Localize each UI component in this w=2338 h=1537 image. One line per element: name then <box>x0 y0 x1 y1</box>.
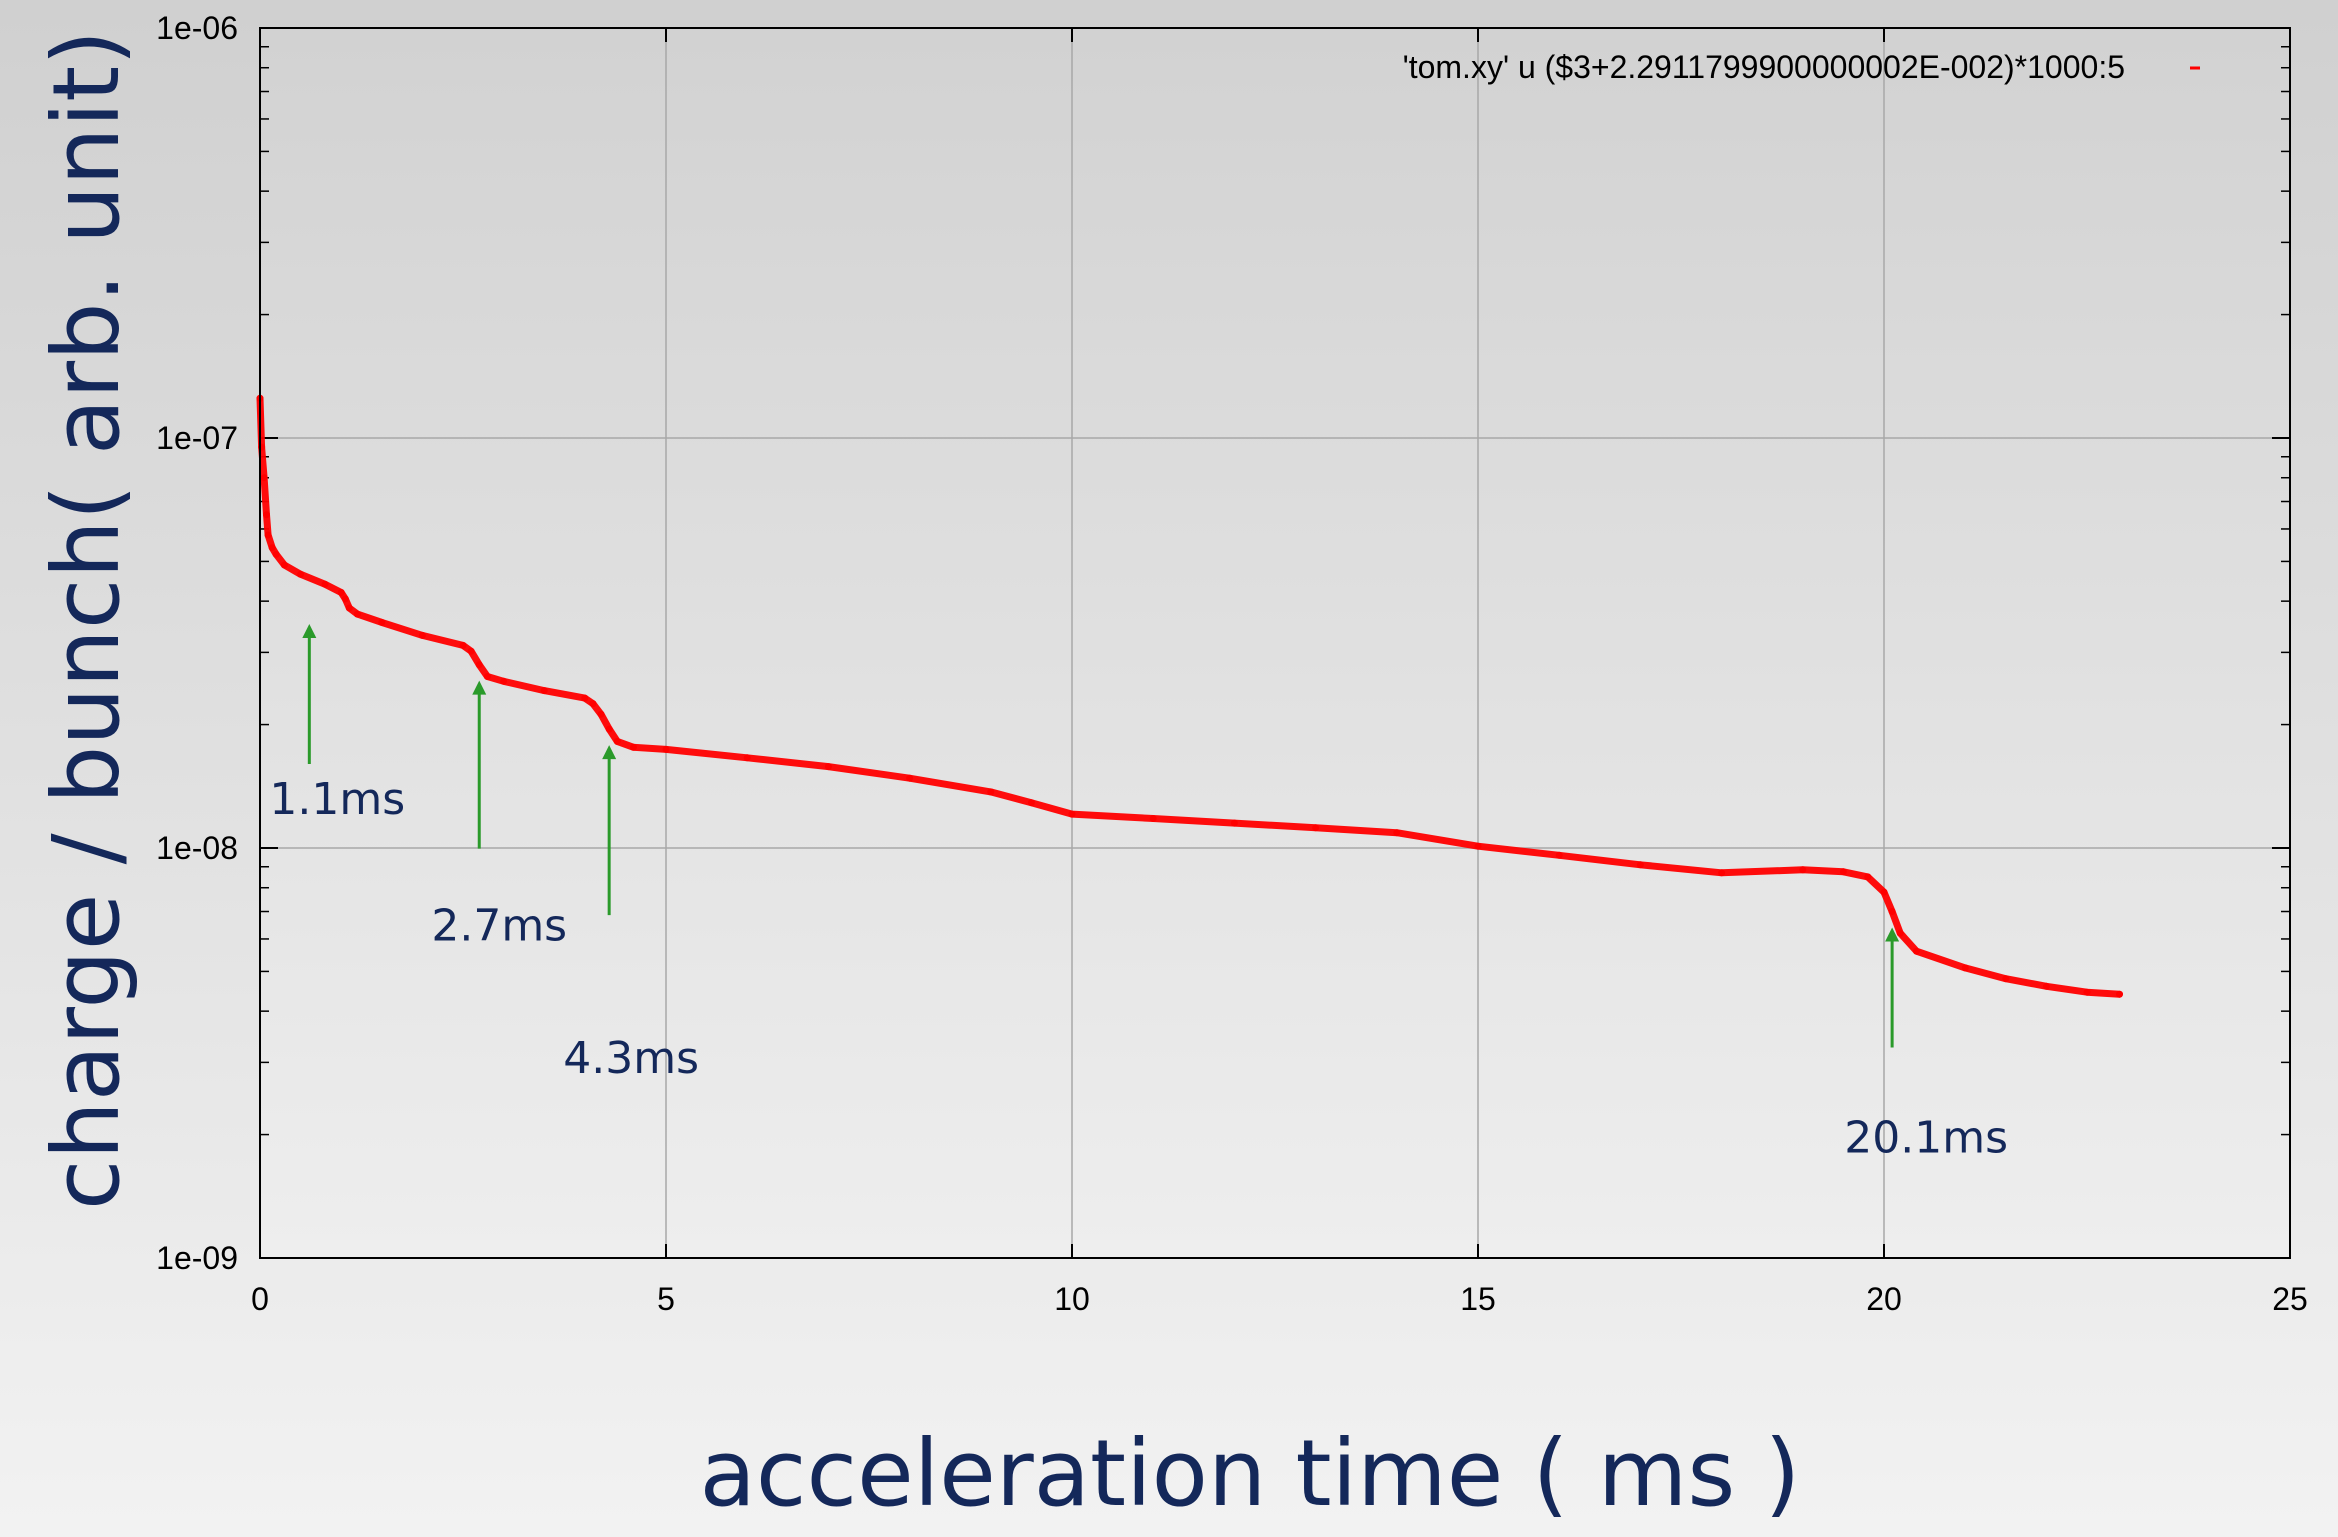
data-point <box>2083 988 2091 996</box>
data-point <box>597 710 605 718</box>
data-point <box>1393 829 1401 837</box>
annotation-arrowhead <box>302 623 317 638</box>
plot-frame <box>259 27 2291 1259</box>
data-point <box>321 580 329 588</box>
data-point <box>378 618 386 626</box>
data-point <box>1555 851 1563 859</box>
data-point <box>418 631 426 639</box>
data-point <box>345 604 353 612</box>
annotation-label: 2.7ms <box>431 901 567 952</box>
data-point <box>337 589 345 596</box>
y-tick-label: 1e-08 <box>156 830 238 866</box>
annotation-label: 20.1ms <box>1844 1113 2008 1164</box>
y-tick-label: 1e-06 <box>156 10 238 46</box>
annotation-arrowhead <box>1885 927 1900 942</box>
data-point <box>906 774 914 782</box>
data-point <box>467 647 475 655</box>
data-point <box>1913 947 1920 955</box>
y-tick-label: 1e-07 <box>156 420 238 456</box>
legend-label: 'tom.xy' u ($3+2.2911799900000002E-002)*… <box>1403 49 2125 85</box>
data-point <box>662 745 670 753</box>
data-point <box>297 570 305 578</box>
data-point <box>483 673 491 680</box>
data-point <box>1474 842 1482 850</box>
data-point <box>540 687 548 695</box>
data-point <box>1799 866 1807 874</box>
data-point <box>1880 888 1888 896</box>
data-point <box>268 544 276 552</box>
annotation-label: 1.1ms <box>269 774 405 825</box>
x-tick-label: 10 <box>1054 1281 1090 1317</box>
y-tick-label: 1e-09 <box>156 1240 238 1276</box>
data-point <box>1839 868 1847 876</box>
data-point <box>272 550 280 558</box>
x-tick-label: 0 <box>251 1281 269 1317</box>
grid-lines <box>260 28 2290 1258</box>
y-axis-title: charge / bunch( arb. unit) <box>33 30 140 1210</box>
data-point <box>2002 975 2010 983</box>
data-point <box>1888 908 1896 915</box>
data-point <box>1961 964 1969 972</box>
data-point <box>459 641 467 649</box>
y-tick-labels: 1e-09 1e-08 1e-07 1e-06 <box>156 10 238 1276</box>
data-point <box>613 737 621 745</box>
data-point <box>2042 982 2050 990</box>
data-point <box>1864 873 1872 881</box>
x-tick-label: 15 <box>1460 1281 1496 1317</box>
data-point <box>605 725 613 733</box>
data-series <box>256 394 2123 998</box>
data-point <box>280 561 288 569</box>
data-point <box>260 474 268 482</box>
data-point <box>1068 810 1076 818</box>
data-point <box>743 754 751 762</box>
data-point <box>353 610 361 618</box>
legend: 'tom.xy' u ($3+2.2911799900000002E-002)*… <box>1403 49 2200 85</box>
x-axis-title: acceleration time ( ms ) <box>700 1420 1801 1527</box>
annotation-arrowhead <box>602 745 617 760</box>
data-point <box>1718 869 1726 877</box>
data-point <box>2116 990 2123 998</box>
data-point <box>987 788 995 796</box>
annotation-arrowhead <box>472 680 487 695</box>
annotation-label: 4.3ms <box>563 1033 699 1084</box>
data-point <box>341 595 349 603</box>
data-point <box>264 531 272 539</box>
data-point <box>1636 861 1644 869</box>
data-point <box>1230 819 1238 827</box>
data-point <box>500 677 508 685</box>
plot-area <box>260 28 2290 1258</box>
data-point <box>1149 815 1157 822</box>
data-point <box>1027 799 1035 807</box>
x-tick-label: 25 <box>2272 1281 2308 1317</box>
x-tick-label: 20 <box>1866 1281 1902 1317</box>
data-point <box>1312 824 1320 832</box>
x-tick-label: 5 <box>657 1281 675 1317</box>
x-tick-labels: 0 5 10 15 20 25 <box>251 1281 2308 1317</box>
data-point <box>589 700 597 708</box>
data-point <box>1896 929 1904 937</box>
data-point <box>581 694 589 702</box>
data-point <box>263 511 270 519</box>
data-point <box>475 661 483 669</box>
data-point <box>630 743 637 751</box>
data-point <box>824 763 832 771</box>
annotations: 1.1ms 2.7ms 4.3ms 20.1ms <box>269 623 2008 1164</box>
